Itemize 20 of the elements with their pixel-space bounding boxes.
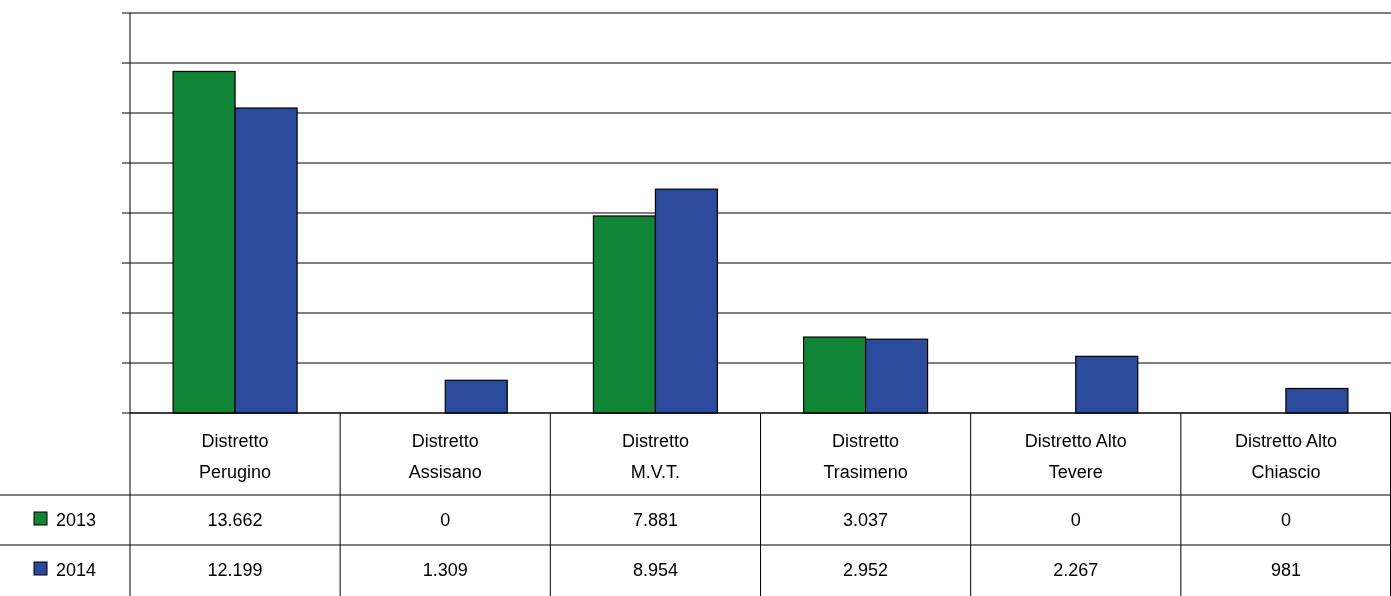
data-label: 0 <box>440 510 451 531</box>
data-label: 0 <box>1280 510 1291 531</box>
data-label: 8.954 <box>632 560 678 581</box>
data-label: 2.952 <box>843 560 889 581</box>
x-tick-label: Distretto Alto Tevere <box>1024 431 1127 482</box>
data-label: 0 <box>1070 510 1081 531</box>
legend-label: 2014 <box>56 560 97 581</box>
data-label: 981 <box>1270 560 1301 581</box>
data-label: 3.037 <box>843 510 889 531</box>
data-label: 2.267 <box>1053 560 1099 581</box>
x-tick-label: Distretto Trasimeno <box>823 431 908 482</box>
x-tick-label: Distretto Perugino <box>199 431 272 482</box>
data-label: 12.199 <box>207 560 263 581</box>
x-tick-label: Distretto Alto Chiascio <box>1234 431 1337 482</box>
legend-label: 2013 <box>56 510 97 531</box>
x-tick-label: Distretto M.V.T. <box>621 431 689 482</box>
x-tick-label: Distretto Assisano <box>408 431 482 482</box>
data-label: 1.309 <box>422 560 468 581</box>
data-label: 13.662 <box>207 510 263 531</box>
data-label: 7.881 <box>632 510 678 531</box>
